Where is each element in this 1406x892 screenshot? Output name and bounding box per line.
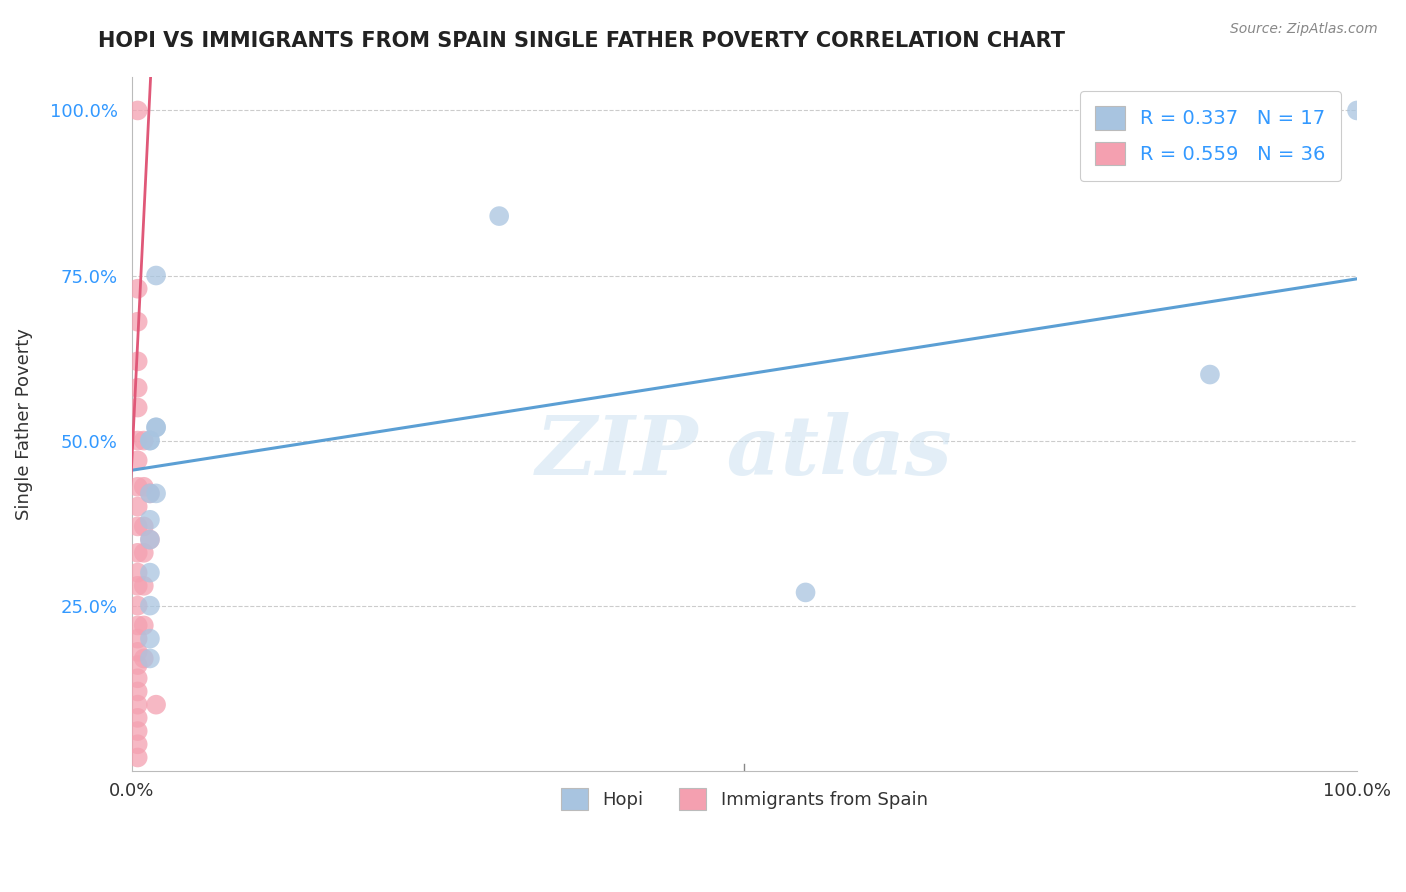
Text: ZIP atlas: ZIP atlas <box>536 412 953 491</box>
Point <box>127 698 149 712</box>
Point <box>127 519 149 533</box>
Point <box>794 585 817 599</box>
Point <box>139 599 162 613</box>
Point <box>488 209 510 223</box>
Point <box>127 500 149 514</box>
Y-axis label: Single Father Poverty: Single Father Poverty <box>15 328 32 520</box>
Legend: Hopi, Immigrants from Spain: Hopi, Immigrants from Spain <box>546 773 942 824</box>
Point <box>132 618 155 632</box>
Point <box>127 282 149 296</box>
Point <box>139 486 162 500</box>
Point <box>127 618 149 632</box>
Text: HOPI VS IMMIGRANTS FROM SPAIN SINGLE FATHER POVERTY CORRELATION CHART: HOPI VS IMMIGRANTS FROM SPAIN SINGLE FAT… <box>98 31 1066 51</box>
Point <box>139 651 162 665</box>
Point <box>127 684 149 698</box>
Text: Source: ZipAtlas.com: Source: ZipAtlas.com <box>1230 22 1378 37</box>
Point <box>1199 368 1222 382</box>
Point <box>127 599 149 613</box>
Point <box>145 268 167 283</box>
Point <box>127 103 149 118</box>
Point <box>127 737 149 751</box>
Point <box>132 434 155 448</box>
Point <box>127 546 149 560</box>
Point <box>127 434 149 448</box>
Point <box>139 434 162 448</box>
Point <box>127 354 149 368</box>
Point <box>145 420 167 434</box>
Point <box>139 434 162 448</box>
Point <box>145 420 167 434</box>
Point <box>127 401 149 415</box>
Point <box>139 632 162 646</box>
Point <box>127 579 149 593</box>
Point <box>127 750 149 764</box>
Point <box>132 651 155 665</box>
Point <box>139 486 162 500</box>
Point <box>145 698 167 712</box>
Point <box>127 381 149 395</box>
Point <box>139 513 162 527</box>
Point <box>127 711 149 725</box>
Point <box>132 480 155 494</box>
Point <box>139 533 162 547</box>
Point <box>127 645 149 659</box>
Point <box>127 453 149 467</box>
Point <box>127 566 149 580</box>
Point <box>127 724 149 739</box>
Point <box>127 658 149 673</box>
Point <box>132 546 155 560</box>
Point <box>127 632 149 646</box>
Point <box>139 533 162 547</box>
Point <box>127 480 149 494</box>
Point <box>127 315 149 329</box>
Point <box>132 579 155 593</box>
Point <box>145 486 167 500</box>
Point <box>127 671 149 685</box>
Point <box>139 566 162 580</box>
Point <box>132 519 155 533</box>
Point <box>1346 103 1368 118</box>
